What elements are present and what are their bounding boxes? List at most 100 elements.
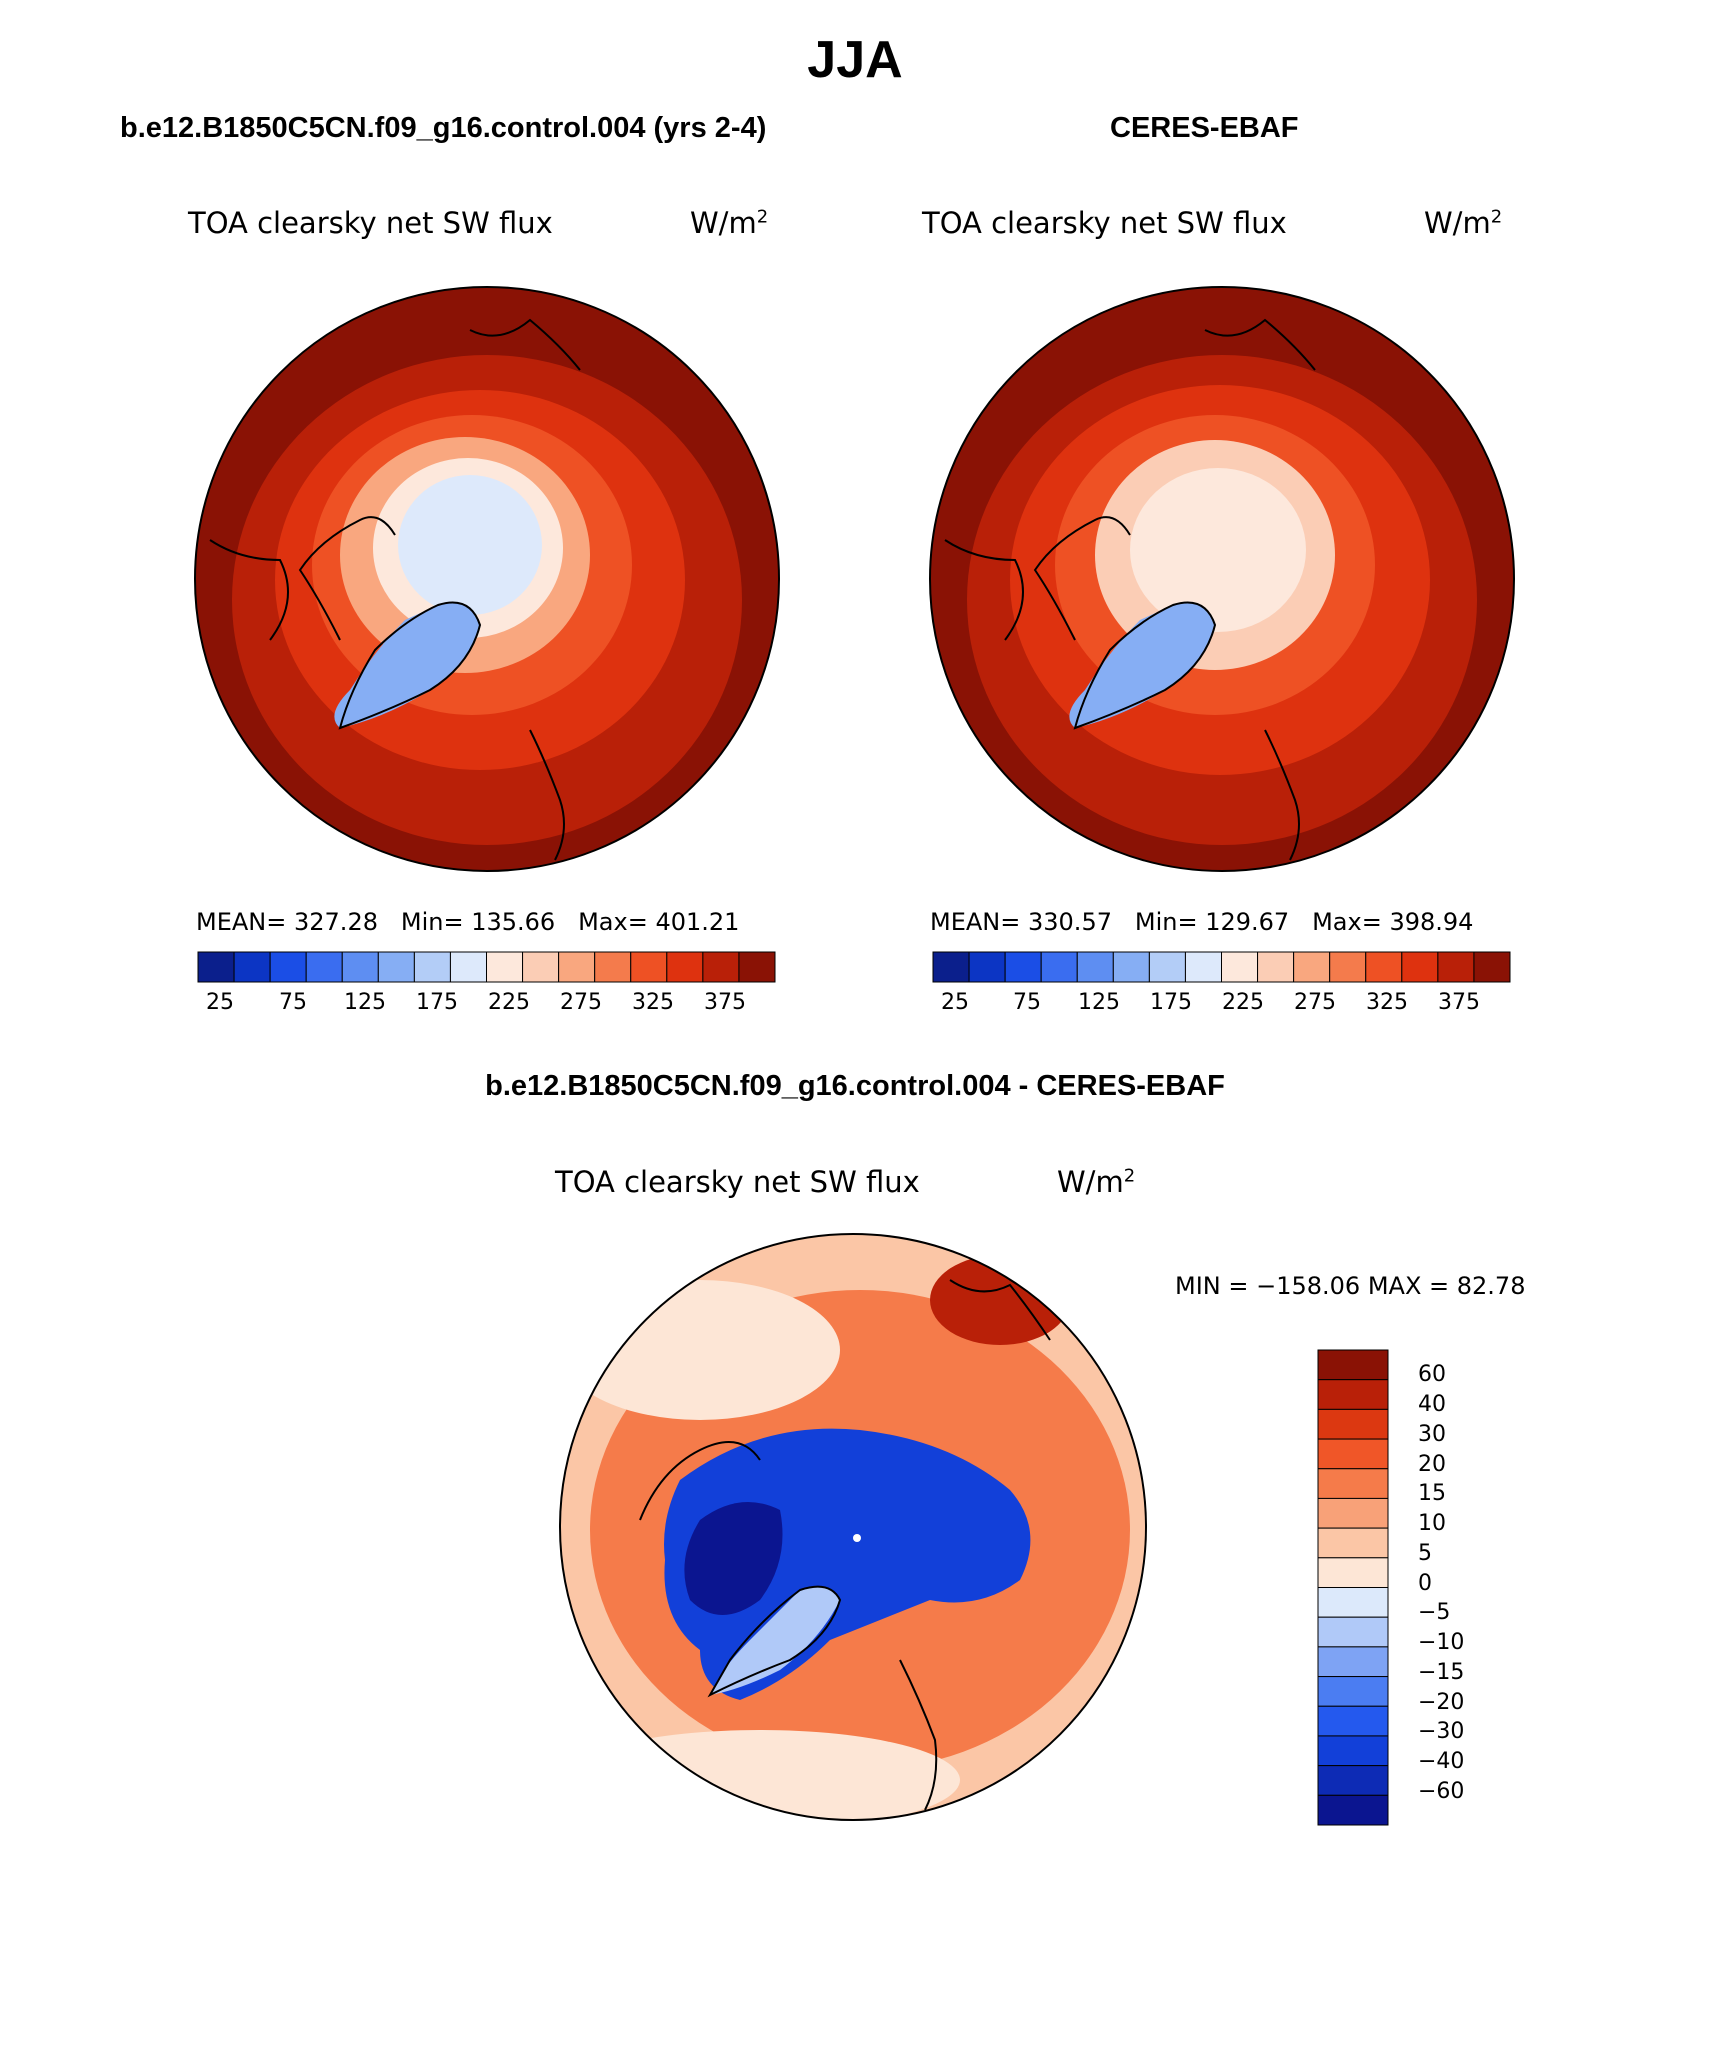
coastline [1264,729,1300,861]
colorbar-swatch [269,951,307,983]
coastline [469,318,581,371]
colorbar-swatch [932,951,970,983]
colorbar-swatch [1317,1616,1389,1648]
diff-cbar-label: 5 [1418,1541,1432,1566]
diff-cbar-label: 0 [1418,1571,1432,1596]
diff-cbar-label: −15 [1418,1660,1465,1685]
colorbar-swatch [1317,1676,1389,1707]
model-cbar-tick: 375 [704,990,746,1015]
colorbar-swatch [1401,951,1439,983]
diff-cbar-label: −10 [1418,1630,1465,1655]
model-map-border [194,286,780,872]
diff-panel-variable: TOA clearsky net SW flux [555,1165,920,1199]
coastline [1033,516,1131,641]
greenland-low-flux [1069,602,1215,728]
colorbar-swatch [1473,951,1511,983]
model-cbar-tick: 275 [560,990,602,1015]
obs-cbar-tick: 275 [1294,990,1336,1015]
diff-negative-region [664,1428,1031,1700]
diff-panel-units: W/m2 [1057,1165,1136,1199]
model-polar-map [195,287,779,871]
colorbar-swatch [1317,1379,1389,1410]
colorbar-swatch [233,951,271,983]
obs-cbar-tick: 175 [1150,990,1192,1015]
diff-cbar-label: 10 [1418,1511,1446,1536]
colorbar-swatch [1317,1587,1389,1618]
colorbar-swatch [1317,1705,1389,1737]
colorbar-swatch [738,951,776,983]
diff-cbar-label: −40 [1418,1749,1465,1774]
coastline [1073,601,1217,730]
colorbar-swatch [630,951,668,983]
diff-band-5 [560,1280,840,1420]
colorbar-swatch [1317,1794,1389,1826]
colorbar-swatch [1040,951,1078,983]
coastline [899,1659,938,1811]
colorbar-swatch [1317,1557,1389,1588]
colorbar-swatch [1329,951,1367,983]
colorbar-swatch [1257,951,1295,983]
diff-cbar-label: −60 [1418,1779,1465,1804]
colorbar-swatch [413,951,451,983]
diff-band-60 [930,1255,1070,1345]
obs-cbar-tick: 75 [1013,990,1041,1015]
colorbar-swatch [968,951,1006,983]
diff-cbar-label: −5 [1418,1600,1451,1625]
model-cbar-tick: 225 [488,990,530,1015]
greenland-low-flux [334,602,480,728]
colorbar-swatch [1317,1468,1389,1499]
colorbar-swatch [341,951,379,983]
obs-cbar-tick: 125 [1078,990,1120,1015]
page-title: JJA [807,31,903,89]
colorbar-swatch [558,951,596,983]
model-cbar-tick: 25 [206,990,234,1015]
colorbar-swatch [702,951,740,983]
coastline [209,539,289,641]
colorbar-swatch [449,951,487,983]
coastline [529,729,565,861]
coastline [944,539,1024,641]
model-panel-units: W/m2 [690,206,769,240]
diff-cbar-label: 20 [1418,1452,1446,1477]
model-cbar-tick: 325 [632,990,674,1015]
colorbar-swatch [1112,951,1150,983]
colorbar-swatch [1317,1735,1389,1767]
model-panel-variable: TOA clearsky net SW flux [188,206,553,240]
model-panel-stats: MEAN= 327.28 Min= 135.66 Max= 401.21 [196,908,740,936]
coastline [639,1441,761,1521]
colorbar-swatch [1317,1646,1389,1678]
diff-cbar-label: 30 [1418,1422,1446,1447]
diff-cbar-label: 40 [1418,1392,1446,1417]
model-panel-subtitle: b.e12.B1850C5CN.f09_g16.control.004 (yrs… [120,112,767,144]
flux-band-175 [398,475,542,615]
model-colorbar [197,951,776,983]
obs-map-border [929,286,1515,872]
flux-band-225 [1130,468,1306,632]
model-cbar-tick: 175 [416,990,458,1015]
diff-cbar-label: 60 [1418,1362,1446,1387]
diff-cbar-label: 15 [1418,1481,1446,1506]
diff-panel-subtitle: b.e12.B1850C5CN.f09_g16.control.004 - CE… [485,1070,1225,1102]
obs-panel-subtitle: CERES-EBAF [1110,112,1299,144]
diff-cbar-label: −30 [1418,1719,1465,1744]
obs-cbar-tick: 25 [941,990,969,1015]
obs-polar-map [930,287,1514,871]
obs-panel-units: W/m2 [1424,206,1503,240]
colorbar-swatch [197,951,235,983]
greenland-diff [710,1586,840,1695]
colorbar-swatch [1148,951,1186,983]
colorbar-swatch [1317,1438,1389,1470]
obs-cbar-tick: 375 [1438,990,1480,1015]
coastline [298,516,396,641]
colorbar-swatch [1293,951,1331,983]
colorbar-swatch [486,951,524,983]
obs-panel-variable: TOA clearsky net SW flux [922,206,1287,240]
colorbar-swatch [1365,951,1403,983]
colorbar-swatch [1317,1765,1389,1796]
diff-colorbar [1317,1349,1389,1826]
obs-cbar-tick: 225 [1222,990,1264,1015]
north-pole-marker [853,1534,861,1542]
diff-band-5 [560,1730,960,1820]
coastline [338,601,482,730]
